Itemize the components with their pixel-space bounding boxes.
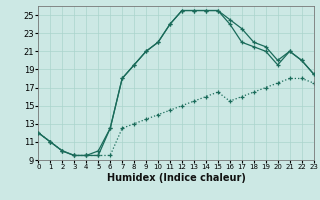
X-axis label: Humidex (Indice chaleur): Humidex (Indice chaleur) [107,173,245,183]
